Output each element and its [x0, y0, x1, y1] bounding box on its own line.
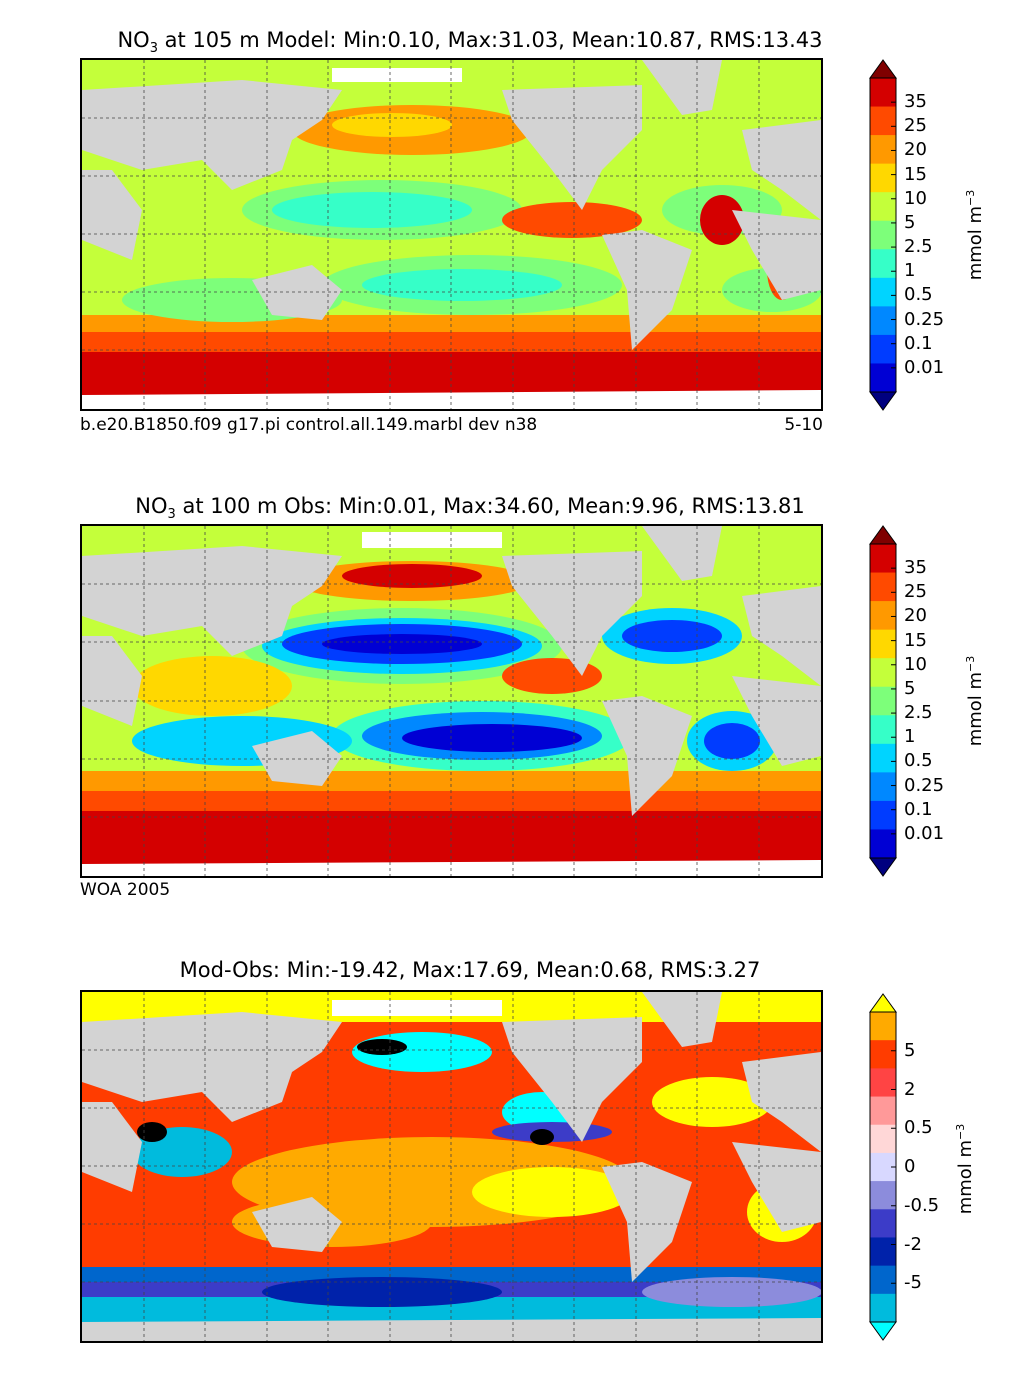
colorbar-tick-label: 5	[904, 211, 916, 233]
colorbar-tick-label: 35	[904, 91, 927, 113]
map-svg	[82, 60, 821, 409]
colorbar-tick-label: 0.1	[904, 332, 933, 354]
colorbar	[869, 993, 897, 1341]
colorbar-unit: mmol m−3	[964, 189, 986, 281]
colorbar-tick-label: 0.01	[904, 356, 945, 378]
colorbar-segment	[870, 1237, 896, 1267]
colorbar-tick-label: 0.5	[904, 1117, 933, 1139]
colorbar-svg	[869, 993, 897, 1341]
colorbar-tick-label: 2.5	[904, 236, 933, 258]
colorbar-tick-label: 20	[904, 139, 927, 161]
panel-title: Mod-Obs: Min:-19.42, Max:17.69, Mean:0.6…	[179, 958, 761, 982]
colorbar-tick-label: 25	[904, 581, 927, 603]
colorbar-tick-label: 15	[904, 629, 927, 651]
colorbar-segment	[870, 106, 896, 136]
colorbar-segment	[870, 572, 896, 602]
colorbar-segment	[870, 306, 896, 336]
caption-years: 5-10	[784, 415, 823, 435]
colorbar-tick-label: 5	[904, 677, 916, 699]
colorbar-segment	[870, 135, 896, 165]
colorbar-segment	[870, 800, 896, 830]
colorbar-tick-label: 5	[904, 1039, 916, 1061]
colorbar-extend-bottom	[869, 391, 897, 411]
colorbar-segment	[870, 601, 896, 631]
colorbar-tick-label: 2.5	[904, 702, 933, 724]
colorbar-segment	[870, 78, 896, 108]
colorbar-tick-label: 0.5	[904, 284, 933, 306]
colorbar-segment	[870, 1068, 896, 1098]
colorbar-segment	[870, 1040, 896, 1069]
colorbar-segment	[870, 1293, 896, 1323]
colorbar-extend-bottom	[869, 857, 897, 877]
colorbar-segment	[870, 743, 896, 773]
colorbar-segment	[870, 715, 896, 745]
panel-title: NO3 at 105 m Model: Min:0.10, Max:31.03,…	[117, 28, 823, 57]
colorbar-segment	[870, 277, 896, 307]
colorbar-segment	[870, 629, 896, 659]
colorbar-extend-top	[869, 993, 897, 1013]
colorbar-tick-label: 2	[904, 1078, 916, 1100]
colorbar-tick-label: 10	[904, 653, 927, 675]
colorbar-tick-label: 0.5	[904, 750, 933, 772]
colorbar-tick-label: 15	[904, 163, 927, 185]
colorbar-extend-bottom	[869, 1321, 897, 1341]
colorbar-tick-label: 0.01	[904, 822, 945, 844]
colorbar-tick-label: 0.1	[904, 798, 933, 820]
map-model	[80, 58, 823, 411]
colorbar-svg	[869, 59, 897, 411]
colorbar-tick-label: -0.5	[904, 1194, 940, 1216]
caption-case: b.e20.B1850.f09 g17.pi control.all.149.m…	[80, 415, 538, 435]
colorbar-segment	[870, 1209, 896, 1238]
colorbar-segment	[870, 772, 896, 802]
caption-source: WOA 2005	[80, 880, 171, 900]
colorbar-segment	[870, 1012, 896, 1041]
colorbar-svg	[869, 525, 897, 877]
colorbar-tick-label: -5	[904, 1272, 922, 1294]
colorbar	[869, 525, 897, 877]
colorbar-segment	[870, 192, 896, 222]
colorbar-segment	[870, 1124, 896, 1154]
colorbar-unit: mmol m−3	[954, 1123, 976, 1215]
colorbar-tick-label: -2	[904, 1233, 922, 1255]
colorbar-segment	[870, 1181, 896, 1210]
colorbar-segment	[870, 249, 896, 279]
colorbar-tick-label: 1	[904, 260, 916, 282]
colorbar-segment	[870, 1096, 896, 1126]
colorbar-unit: mmol m−3	[964, 655, 986, 747]
colorbar	[869, 59, 897, 411]
colorbar-extend-top	[869, 59, 897, 79]
map-svg	[82, 992, 821, 1341]
colorbar-tick-label: 25	[904, 115, 927, 137]
colorbar-tick-label: 0	[904, 1156, 916, 1177]
colorbar-tick-label: 35	[904, 557, 927, 579]
map-diff	[80, 990, 823, 1343]
colorbar-segment	[870, 1265, 896, 1295]
map-svg	[82, 526, 821, 876]
colorbar-tick-label: 1	[904, 726, 916, 748]
colorbar-segment	[870, 334, 896, 364]
colorbar-tick-label: 0.25	[904, 774, 945, 796]
map-obs	[80, 524, 823, 878]
colorbar-tick-label: 20	[904, 605, 927, 627]
colorbar-segment	[870, 658, 896, 688]
colorbar-tick-label: 10	[904, 187, 927, 209]
colorbar-segment	[870, 220, 896, 250]
colorbar-segment	[870, 686, 896, 716]
colorbar-tick-label: 0.25	[904, 308, 945, 330]
panel-title: NO3 at 100 m Obs: Min:0.01, Max:34.60, M…	[135, 494, 805, 523]
colorbar-segment	[870, 163, 896, 193]
colorbar-segment	[870, 544, 896, 574]
colorbar-extend-top	[869, 525, 897, 545]
